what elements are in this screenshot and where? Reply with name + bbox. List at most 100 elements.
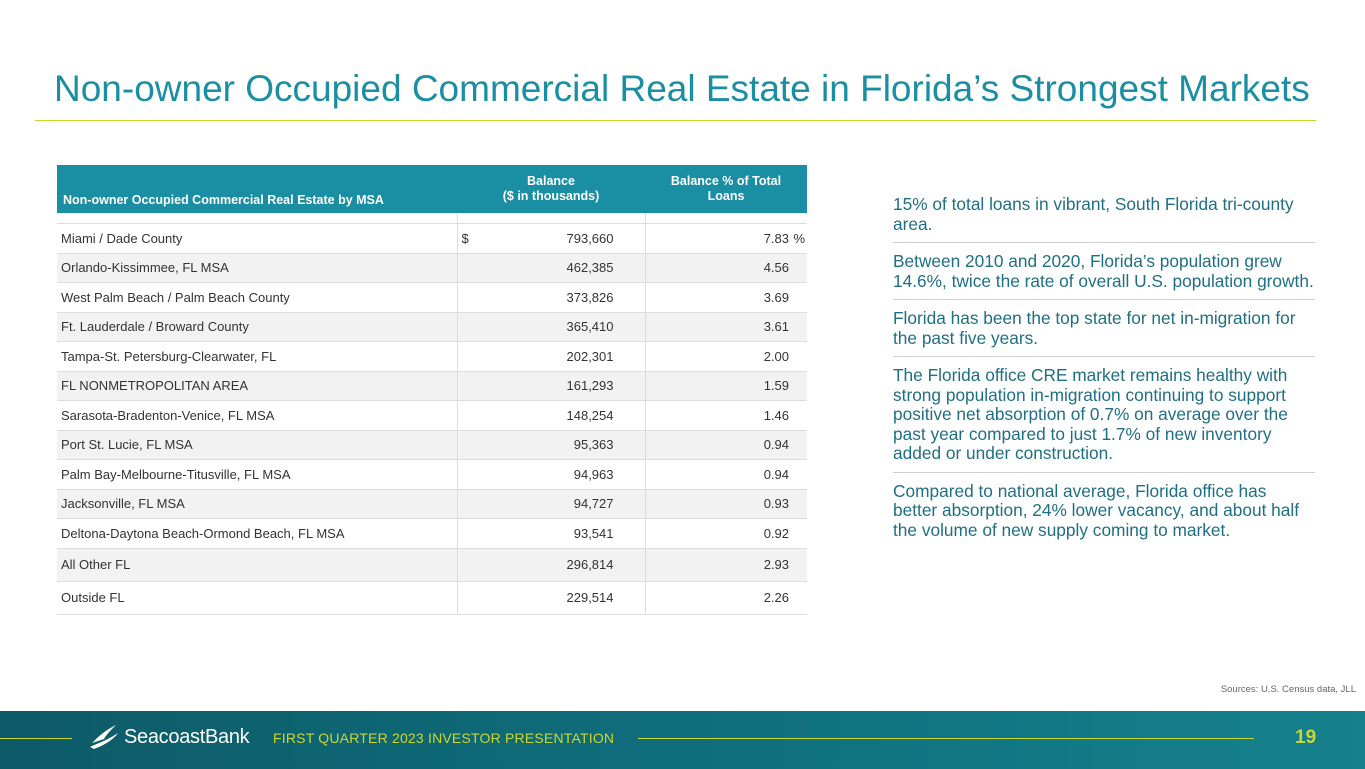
balance-cell: 94,727 — [456, 489, 645, 519]
table-body: Miami / Dade County $793,660 7.83% Orlando-… — [57, 213, 807, 615]
balance-value: 793,660 — [566, 230, 614, 246]
pct-cell: 3.61 — [644, 312, 807, 342]
key-points-list: 15% of total loans in vibrant, South Flo… — [893, 192, 1315, 554]
msa-cell: All Other FL — [57, 548, 457, 582]
balance-value: 95,363 — [573, 437, 614, 453]
pct-value: 0.93 — [763, 496, 789, 512]
balance-value: 462,385 — [566, 260, 614, 276]
pct-value: 0.94 — [763, 437, 789, 453]
pct-value: 3.69 — [763, 289, 789, 305]
header-pct: Balance % of Total Loans — [645, 165, 807, 213]
sources-note: Sources: U.S. Census data, JLL — [1220, 684, 1356, 695]
pct-value: 1.59 — [763, 378, 789, 394]
pct-cell: 0.94 — [644, 459, 807, 490]
percent-symbol: % — [793, 230, 805, 246]
balance-value: 365,410 — [566, 319, 614, 335]
pct-value: 0.92 — [763, 525, 789, 541]
pct-value: 0.94 — [763, 466, 789, 482]
msa-cell: Ft. Lauderdale / Broward County — [57, 312, 457, 342]
balance-value: 296,814 — [566, 557, 614, 572]
pct-cell: 1.59 — [644, 371, 807, 401]
msa-cell: Deltona-Daytona Beach-Ormond Beach, FL M… — [57, 518, 457, 549]
table-row: Sarasota-Bradenton-Venice, FL MSA 148,254… — [57, 400, 807, 431]
msa-cell: Jacksonville, FL MSA — [57, 489, 457, 519]
balance-cell: 296,814 — [456, 548, 645, 582]
balance-value: 93,541 — [573, 525, 614, 541]
msa-cell: Outside FL — [57, 581, 457, 615]
balance-cell: 462,385 — [456, 253, 645, 283]
table-row: Deltona-Daytona Beach-Ormond Beach, FL M… — [57, 518, 807, 549]
pct-cell: 2.00 — [644, 341, 807, 372]
page-number: 19 — [1295, 727, 1317, 748]
pct-value: 2.26 — [763, 590, 789, 605]
table-row: Tampa-St. Petersburg-Clearwater, FL 202,3… — [57, 341, 807, 372]
table-row: Jacksonville, FL MSA 94,727 0.93 — [57, 489, 807, 519]
header-pct-line1: Balance % of Total — [670, 174, 782, 188]
table-row: Outside FL 229,514 2.26 — [57, 581, 807, 615]
pct-value: 2.00 — [763, 348, 789, 364]
seacoast-bird-icon — [90, 725, 118, 749]
balance-value: 373,826 — [566, 289, 614, 305]
currency-symbol: $ — [461, 230, 469, 246]
msa-cell: Palm Bay-Melbourne-Titusville, FL MSA — [57, 459, 457, 490]
balance-cell: 161,293 — [456, 371, 645, 401]
msa-cell: Tampa-St. Petersburg-Clearwater, FL — [57, 341, 457, 372]
pct-value: 3.61 — [763, 319, 789, 335]
balance-value: 202,301 — [566, 348, 614, 364]
header-balance: Balance ($ in thousands) — [457, 165, 645, 213]
header-msa: Non-owner Occupied Commercial Real Estat… — [57, 165, 457, 213]
balance-cell: 94,963 — [456, 459, 645, 490]
msa-cell: Sarasota-Bradenton-Venice, FL MSA — [57, 400, 457, 431]
table-row: West Palm Beach / Palm Beach County 373,8… — [57, 282, 807, 313]
balance-cell: 365,410 — [456, 312, 645, 342]
msa-cell: Orlando-Kissimmee, FL MSA — [57, 253, 457, 283]
balance-cell: 373,826 — [456, 282, 645, 313]
table-row: Orlando-Kissimmee, FL MSA 462,385 4.56 — [57, 253, 807, 283]
msa-cell: FL NONMETROPOLITAN AREA — [57, 371, 457, 401]
pct-cell: 4.56 — [644, 253, 807, 283]
key-point: Florida has been the top state for net i… — [893, 306, 1315, 357]
balance-value: 161,293 — [566, 378, 614, 394]
pct-cell: 3.69 — [644, 282, 807, 313]
pct-cell: 0.92 — [644, 518, 807, 549]
seacoast-logo: SeacoastBank — [90, 723, 250, 751]
balance-value: 94,727 — [573, 496, 614, 512]
balance-value: 148,254 — [566, 407, 614, 423]
balance-cell: 95,363 — [456, 430, 645, 460]
header-balance-line1: Balance — [527, 174, 575, 188]
balance-value: 229,514 — [566, 590, 614, 605]
table-row: FL NONMETROPOLITAN AREA 161,293 1.59 — [57, 371, 807, 401]
pct-cell: 0.93 — [644, 489, 807, 519]
key-point: The Florida office CRE market remains he… — [893, 363, 1315, 473]
footer-line-right — [638, 738, 1254, 739]
balance-value: 94,963 — [573, 466, 614, 482]
table-row: Port St. Lucie, FL MSA 95,363 0.94 — [57, 430, 807, 460]
pct-cell: 7.83% — [644, 223, 807, 254]
pct-value: 7.83 — [763, 230, 789, 246]
pct-cell: 1.46 — [644, 400, 807, 431]
key-point: Compared to national average, Florida of… — [893, 480, 1300, 540]
footer-bar: SeacoastBank FIRST QUARTER 2023 INVESTOR… — [0, 711, 1365, 769]
table-row: Ft. Lauderdale / Broward County 365,410 3.… — [57, 312, 807, 342]
balance-cell: 93,541 — [456, 518, 645, 549]
cre-by-msa-table: Non-owner Occupied Commercial Real Estat… — [57, 165, 807, 615]
table-row: Palm Bay-Melbourne-Titusville, FL MSA 94,… — [57, 459, 807, 490]
balance-cell: 148,254 — [456, 400, 645, 431]
balance-cell: 229,514 — [456, 581, 645, 615]
pct-value: 1.46 — [763, 407, 789, 423]
presentation-title: FIRST QUARTER 2023 INVESTOR PRESENTATION — [273, 730, 615, 746]
key-point: Between 2010 and 2020, Florida’s populat… — [893, 249, 1315, 300]
pct-value: 2.93 — [763, 557, 789, 572]
msa-cell: Miami / Dade County — [57, 223, 457, 254]
msa-cell: Port St. Lucie, FL MSA — [57, 430, 457, 460]
header-balance-line2: ($ in thousands) — [502, 189, 600, 203]
table-row: Miami / Dade County $793,660 7.83% — [57, 223, 807, 254]
balance-cell: $793,660 — [456, 223, 645, 254]
brand-name: SeacoastBank — [124, 725, 250, 748]
balance-cell: 202,301 — [456, 341, 645, 372]
pct-value: 4.56 — [763, 260, 789, 276]
pct-cell: 2.93 — [644, 548, 807, 582]
pct-cell: 0.94 — [644, 430, 807, 460]
table-row: All Other FL 296,814 2.93 — [57, 548, 807, 582]
title-divider — [35, 120, 1316, 121]
